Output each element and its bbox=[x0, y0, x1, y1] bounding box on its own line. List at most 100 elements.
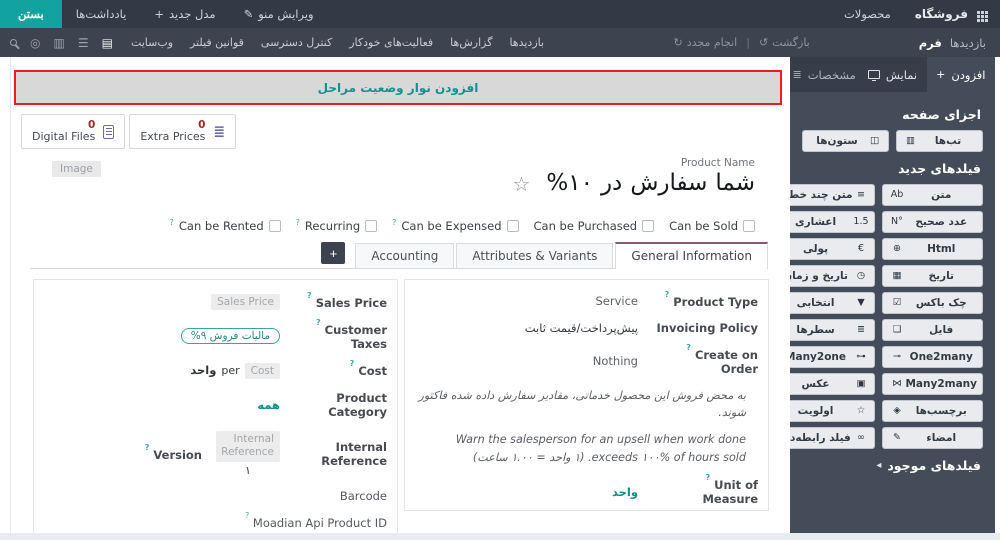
close-studio-button[interactable]: بستن bbox=[0, 0, 62, 28]
form-view-icon[interactable]: ▤ bbox=[101, 35, 113, 50]
section-existing-fields[interactable]: فیلدهای موجود ◂ bbox=[876, 458, 981, 473]
field-lines-button[interactable]: ≣ سطرها bbox=[790, 319, 876, 341]
field-decimal-button[interactable]: 1.5 اعشاری bbox=[790, 211, 876, 233]
field-one2many-button[interactable]: ⊸ One2many bbox=[882, 346, 983, 368]
add-statusbar-banner[interactable]: افزودن نوار وضعیت مراحل bbox=[14, 70, 782, 105]
field-integer-button[interactable]: N° عدد صحیح bbox=[882, 211, 983, 233]
title-word: سفارش bbox=[630, 170, 708, 196]
field-text-button[interactable]: Ab متن bbox=[882, 184, 983, 206]
list-view-icon[interactable]: ☰ bbox=[77, 35, 89, 50]
can-be-rented-checkbox[interactable]: ? Can be Rented bbox=[170, 218, 281, 233]
activity-view-icon[interactable]: ◎ bbox=[30, 35, 41, 50]
help-icon: ? bbox=[664, 290, 670, 299]
recurring-checkbox[interactable]: ? Recurring bbox=[296, 218, 378, 233]
product-name-label: Product Name bbox=[680, 157, 755, 169]
internal-reference-input[interactable]: Internal Reference bbox=[216, 430, 280, 463]
tab-view[interactable]: نمایش bbox=[858, 57, 926, 92]
product-type-value: Service bbox=[595, 294, 638, 309]
section-components: اجزای صفحه bbox=[902, 107, 981, 122]
product-title[interactable]: ☆ %۱۰ در سفارش شما bbox=[20, 170, 755, 196]
product-type-row[interactable]: ? Product Type Service bbox=[415, 288, 758, 315]
tab-properties[interactable]: ≣ مشخصات bbox=[792, 67, 856, 82]
menu-automations[interactable]: فعالیت‌های خودکار bbox=[349, 36, 434, 49]
menu-filter-rules[interactable]: قوانین فیلتر bbox=[190, 36, 244, 49]
field-many2many-button[interactable]: ⋈ Many2many bbox=[882, 373, 983, 395]
rows-icon: ≣ bbox=[857, 324, 865, 336]
tab-accounting[interactable]: Accounting bbox=[355, 243, 455, 268]
cost-row[interactable]: ? Cost Costperواحد bbox=[190, 359, 387, 379]
favorite-star-icon[interactable]: ☆ bbox=[512, 171, 531, 196]
moadian-row[interactable]: ? Moadian Api Product ID bbox=[245, 511, 387, 530]
apps-grid-icon bbox=[977, 10, 980, 14]
create-on-order-row[interactable]: ? Create on Order Nothing bbox=[415, 341, 758, 382]
internal-reference-row[interactable]: Internal Reference Internal Reference ۱ … bbox=[144, 430, 387, 478]
field-multiline-text-button[interactable]: ≡متن چند خطی bbox=[790, 184, 876, 206]
cost-uom-value: واحد bbox=[190, 362, 217, 377]
field-html-button[interactable]: ⊕ Html bbox=[882, 238, 983, 260]
kanban-view-icon[interactable]: ▥ bbox=[53, 35, 65, 50]
field-related-button[interactable]: ∞فیلد رابطه‌دار bbox=[790, 427, 876, 449]
field-signature-button[interactable]: ✎ امضاء bbox=[882, 427, 983, 449]
unit-of-measure-row[interactable]: ? Unit of Measure واحد bbox=[611, 473, 758, 506]
can-be-purchased-checkbox[interactable]: Can be Purchased bbox=[534, 219, 655, 233]
product-category-row[interactable]: Product Category همه bbox=[257, 390, 387, 419]
products-menu-item[interactable]: محصولات bbox=[843, 7, 891, 21]
tab-attributes-variants[interactable]: Attributes & Variants bbox=[456, 243, 614, 268]
can-be-sold-checkbox[interactable]: Can be Sold bbox=[669, 219, 755, 233]
notes-menu-item[interactable]: یادداشت‌ها bbox=[75, 7, 127, 21]
search-icon[interactable] bbox=[10, 39, 17, 46]
one2many-icon: ⊸ bbox=[893, 351, 901, 363]
barcode-row[interactable]: Barcode bbox=[339, 489, 387, 504]
undo-button[interactable]: ↺ بازگشت bbox=[758, 36, 810, 49]
field-selection-button[interactable]: ▼ انتخابی bbox=[790, 292, 876, 314]
digital-files-stat-button[interactable]: 0 Digital Files bbox=[21, 114, 126, 149]
undo-icon: ↺ bbox=[758, 36, 769, 49]
field-checkbox-button[interactable]: ☑ چک باکس bbox=[882, 292, 983, 314]
field-image-button[interactable]: ▣ عکس bbox=[790, 373, 876, 395]
help-icon: ? bbox=[245, 511, 250, 521]
customer-taxes-row[interactable]: ? Customer Taxes مالیات فروش ۹% bbox=[44, 316, 387, 357]
sales-price-row[interactable]: ? Sales Price Sales Price bbox=[44, 288, 387, 316]
cost-input[interactable]: Cost bbox=[244, 362, 280, 379]
product-category-link[interactable]: همه bbox=[257, 397, 280, 412]
can-be-expensed-checkbox[interactable]: ? Can be Expensed bbox=[392, 218, 519, 233]
component-columns-button[interactable]: ◫ ستون‌ها bbox=[802, 130, 889, 152]
field-tags-button[interactable]: ◈ برچسب‌ها bbox=[882, 400, 983, 422]
add-tab-button[interactable]: + bbox=[321, 242, 346, 264]
checkbox-icon[interactable] bbox=[365, 220, 378, 232]
field-datetime-button[interactable]: ◷تاریخ و زمان bbox=[790, 265, 876, 287]
tab-general-information[interactable]: General Information bbox=[615, 242, 768, 269]
app-brand[interactable]: فروشگاه bbox=[905, 7, 1000, 22]
sales-price-input[interactable]: Sales Price bbox=[211, 294, 280, 310]
studio-menu: بازدیدها گزارش‌ها فعالیت‌های خودکار کنتر… bbox=[125, 36, 550, 49]
checkbox-icon[interactable] bbox=[268, 220, 281, 232]
checkbox-icon[interactable] bbox=[743, 220, 755, 232]
pencil-icon: ✎ bbox=[243, 7, 254, 21]
checkbox-icon[interactable] bbox=[506, 220, 519, 232]
edit-menu-item[interactable]: ✎ ویرایش منو bbox=[243, 7, 314, 21]
component-tabs-button[interactable]: ▥ تب‌ها bbox=[896, 130, 983, 152]
breadcrumb: بازدیدها فرم bbox=[905, 36, 1000, 50]
menu-reports[interactable]: گزارش‌ها bbox=[450, 36, 493, 49]
redo-button[interactable]: ↻ انجام مجدد bbox=[673, 36, 738, 49]
help-icon: ? bbox=[686, 342, 691, 352]
field-many2one-button[interactable]: ⊷ Many2one bbox=[790, 346, 876, 368]
globe-icon: ⊕ bbox=[893, 243, 901, 255]
field-date-button[interactable]: ▦ تاریخ bbox=[882, 265, 983, 287]
extra-prices-stat-button[interactable]: 0 Extra Prices ≣ bbox=[129, 114, 237, 149]
checkbox-icon: ☑ bbox=[892, 297, 902, 309]
new-model-menu-item[interactable]: + مدل جدید bbox=[154, 7, 216, 21]
checkbox-icon[interactable] bbox=[642, 220, 655, 232]
product-options-row: Can be Sold Can be Purchased ? Can be Ex… bbox=[0, 218, 755, 233]
field-priority-button[interactable]: ☆ اولویت bbox=[790, 400, 876, 422]
field-file-button[interactable]: ❏ فایل bbox=[882, 319, 983, 341]
menu-views[interactable]: بازدیدها bbox=[509, 36, 545, 49]
breadcrumb-views[interactable]: بازدیدها bbox=[949, 35, 986, 50]
image-field-placeholder[interactable]: Image bbox=[52, 161, 101, 177]
uom-link[interactable]: واحد bbox=[611, 484, 638, 499]
invoicing-policy-row[interactable]: Invoicing Policy پیش‌پرداخت/قیمت ثابت bbox=[415, 315, 758, 341]
tab-add[interactable]: + افزودن bbox=[926, 57, 995, 92]
menu-website[interactable]: وب‌سایت bbox=[130, 36, 174, 49]
menu-access-control[interactable]: کنترل دسترسی bbox=[260, 36, 333, 49]
field-monetary-button[interactable]: € پولی bbox=[790, 238, 876, 260]
